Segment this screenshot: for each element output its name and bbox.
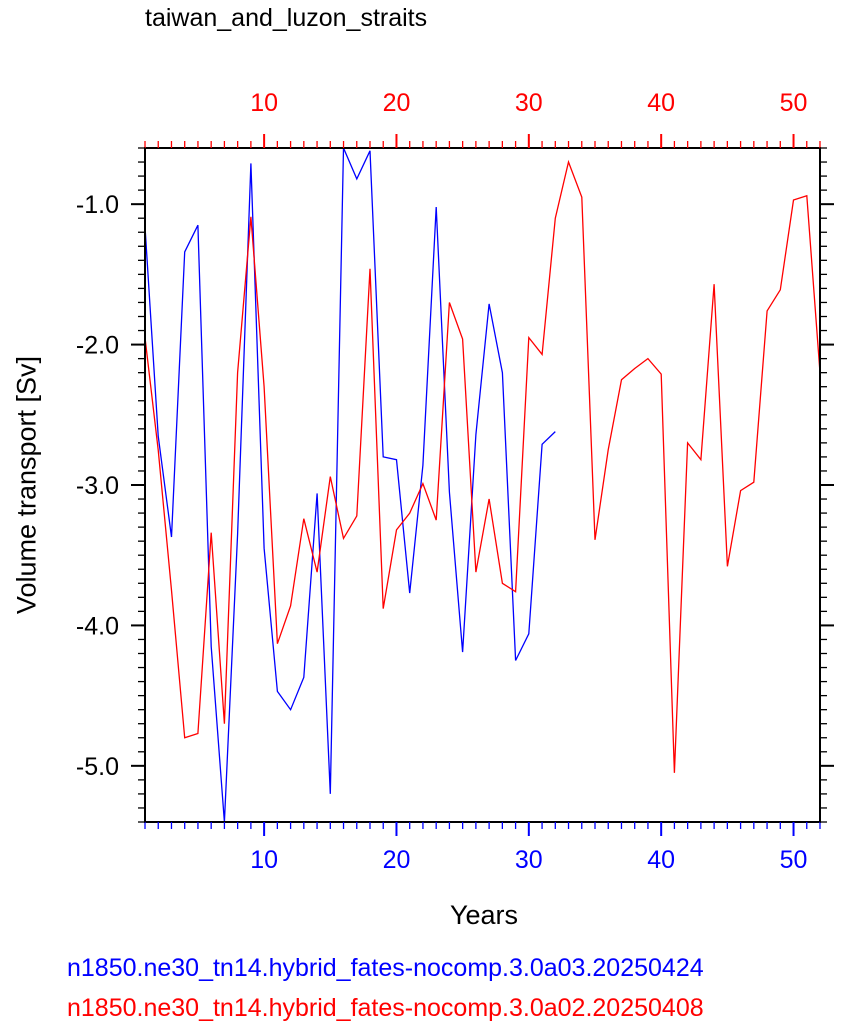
- x-axis-label: Years: [449, 900, 519, 930]
- y-tick-label: -5.0: [76, 753, 119, 781]
- series-line-0: [144, 147, 556, 823]
- series-line-1: [144, 159, 821, 773]
- y-tick-label: -2.0: [76, 332, 119, 360]
- x2-tick-label: 30: [515, 89, 543, 117]
- y-axis-label: Volume transport [Sv]: [11, 355, 42, 615]
- y-tick-label: -1.0: [76, 191, 119, 219]
- y-tick-label: -4.0: [76, 612, 119, 640]
- axes-layer: [131, 134, 834, 836]
- chart-title: taiwan_and_luzon_straits: [145, 4, 428, 32]
- x2-tick-label: 10: [250, 89, 278, 117]
- legend-entry-red: n1850.ne30_tn14.hybrid_fates-nocomp.3.0a…: [67, 994, 704, 1022]
- y-tick-label: -3.0: [76, 472, 119, 500]
- series-layer: [144, 147, 821, 823]
- x-tick-label: 20: [383, 846, 411, 874]
- x2-tick-label: 20: [383, 89, 411, 117]
- tick-labels-layer: 10 10 20 20 30 30 40 40 50 50 -1.0 -2.0 -3.0 -4.0 -5.0: [76, 89, 808, 874]
- legend-entry-blue: n1850.ne30_tn14.hybrid_fates-nocomp.3.0a…: [67, 954, 704, 982]
- x2-tick-label: 50: [780, 89, 808, 117]
- x-tick-label: 50: [780, 846, 808, 874]
- x2-tick-label: 40: [647, 89, 675, 117]
- x-tick-label: 40: [647, 846, 675, 874]
- x-tick-label: 30: [515, 846, 543, 874]
- x-tick-label: 10: [250, 846, 278, 874]
- plot-frame: [144, 147, 821, 823]
